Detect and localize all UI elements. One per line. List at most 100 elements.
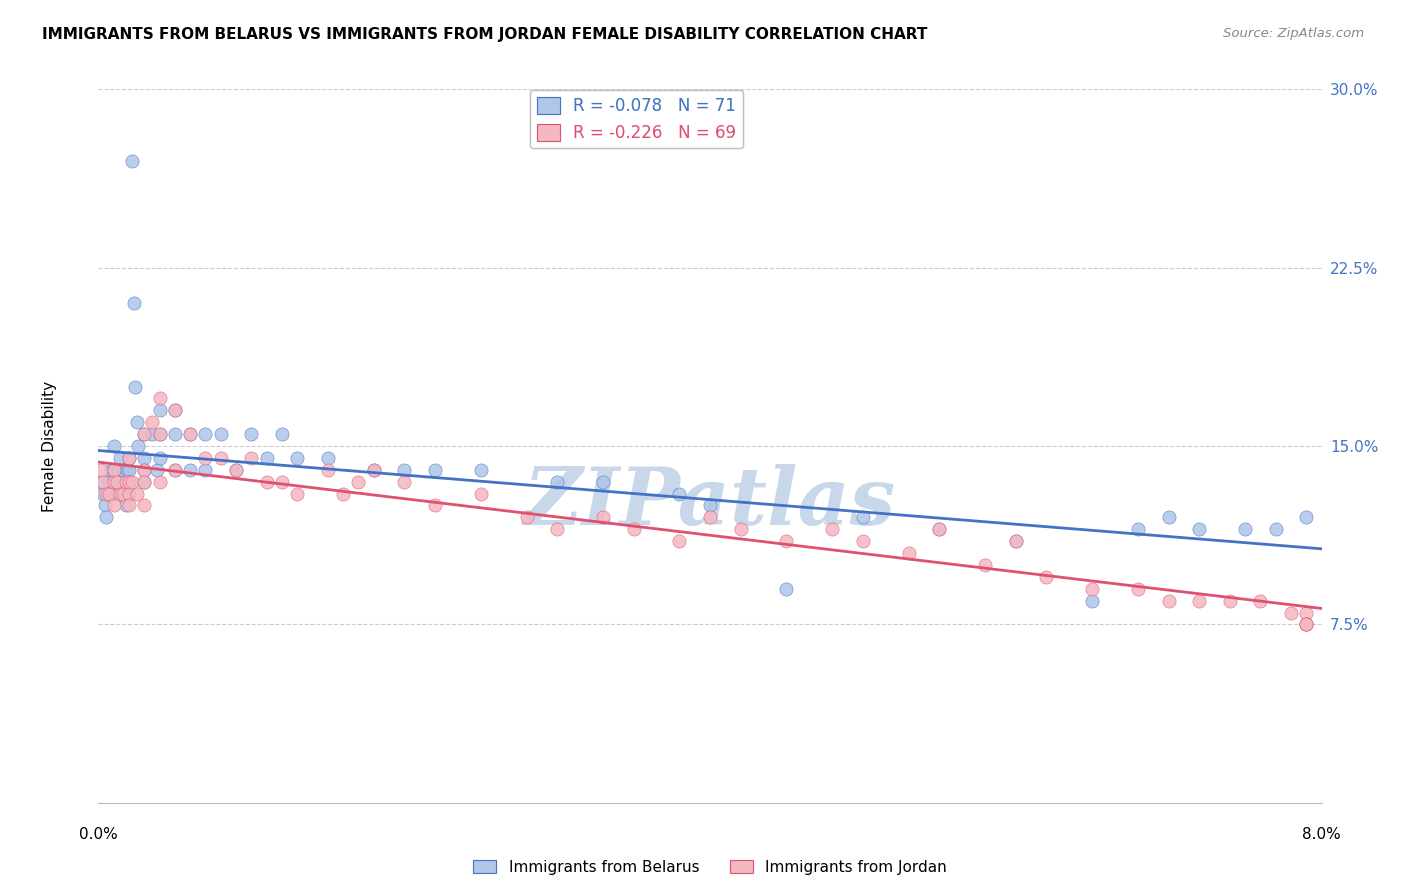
Point xyxy=(240,427,263,442)
Point xyxy=(1188,593,1211,607)
Point xyxy=(897,546,920,560)
Point xyxy=(121,475,143,489)
Point xyxy=(1188,522,1211,536)
Point xyxy=(134,463,156,477)
Point xyxy=(118,486,141,500)
Point xyxy=(592,510,614,524)
Point xyxy=(103,486,125,500)
Point xyxy=(470,463,492,477)
Point xyxy=(974,558,997,572)
Point xyxy=(103,499,125,513)
Point xyxy=(134,475,156,489)
Point xyxy=(194,450,217,465)
Point xyxy=(110,475,132,489)
Point xyxy=(256,450,278,465)
Point xyxy=(179,463,201,477)
Point xyxy=(91,475,114,489)
Point xyxy=(124,379,146,393)
Point xyxy=(209,450,232,465)
Point xyxy=(122,296,145,310)
Point xyxy=(134,475,156,489)
Point xyxy=(141,427,163,442)
Point xyxy=(111,463,134,477)
Point xyxy=(179,427,201,442)
Point xyxy=(363,463,385,477)
Point xyxy=(118,450,141,465)
Point xyxy=(1264,522,1286,536)
Point xyxy=(90,463,112,477)
Point xyxy=(285,450,308,465)
Point xyxy=(117,463,139,477)
Point xyxy=(115,499,138,513)
Text: ZIPatlas: ZIPatlas xyxy=(524,465,896,541)
Point xyxy=(134,427,156,442)
Point xyxy=(1295,617,1317,632)
Point xyxy=(194,463,217,477)
Point xyxy=(1249,593,1271,607)
Point xyxy=(423,463,446,477)
Point xyxy=(141,415,163,429)
Point xyxy=(363,463,385,477)
Point xyxy=(163,463,186,477)
Point xyxy=(105,475,128,489)
Point xyxy=(240,450,263,465)
Point xyxy=(145,463,167,477)
Text: 8.0%: 8.0% xyxy=(1302,827,1341,841)
Point xyxy=(134,427,156,442)
Text: Source: ZipAtlas.com: Source: ZipAtlas.com xyxy=(1223,27,1364,40)
Point xyxy=(125,486,148,500)
Point xyxy=(103,439,125,453)
Point xyxy=(225,463,247,477)
Text: IMMIGRANTS FROM BELARUS VS IMMIGRANTS FROM JORDAN FEMALE DISABILITY CORRELATION : IMMIGRANTS FROM BELARUS VS IMMIGRANTS FR… xyxy=(42,27,928,42)
Point xyxy=(163,403,186,417)
Point xyxy=(149,403,172,417)
Point xyxy=(149,392,172,406)
Point xyxy=(125,415,148,429)
Point xyxy=(1295,617,1317,632)
Point xyxy=(775,582,797,596)
Point xyxy=(97,486,120,500)
Point xyxy=(111,486,134,500)
Point xyxy=(1081,593,1104,607)
Point xyxy=(1035,570,1057,584)
Point xyxy=(775,534,797,549)
Point xyxy=(1128,582,1150,596)
Point xyxy=(134,450,156,465)
Point xyxy=(118,486,141,500)
Point xyxy=(98,486,121,500)
Point xyxy=(103,463,125,477)
Point xyxy=(821,522,844,536)
Point xyxy=(118,450,141,465)
Text: Female Disability: Female Disability xyxy=(42,380,58,512)
Point xyxy=(1081,582,1104,596)
Point xyxy=(699,510,721,524)
Point xyxy=(118,475,141,489)
Point xyxy=(516,510,538,524)
Point xyxy=(134,499,156,513)
Point xyxy=(316,463,339,477)
Text: 0.0%: 0.0% xyxy=(79,827,118,841)
Point xyxy=(127,439,149,453)
Point xyxy=(118,499,141,513)
Point xyxy=(1295,606,1317,620)
Point xyxy=(93,499,115,513)
Point xyxy=(134,463,156,477)
Point xyxy=(546,475,568,489)
Point xyxy=(546,522,568,536)
Point xyxy=(699,499,721,513)
Point xyxy=(225,463,247,477)
Point xyxy=(928,522,950,536)
Point xyxy=(112,486,135,500)
Point xyxy=(852,534,875,549)
Point xyxy=(163,463,186,477)
Point xyxy=(149,450,172,465)
Point xyxy=(209,427,232,442)
Point xyxy=(392,475,416,489)
Point xyxy=(108,486,131,500)
Point xyxy=(270,475,294,489)
Point xyxy=(347,475,370,489)
Point xyxy=(316,450,339,465)
Point xyxy=(179,427,201,442)
Point xyxy=(470,486,492,500)
Point xyxy=(592,475,614,489)
